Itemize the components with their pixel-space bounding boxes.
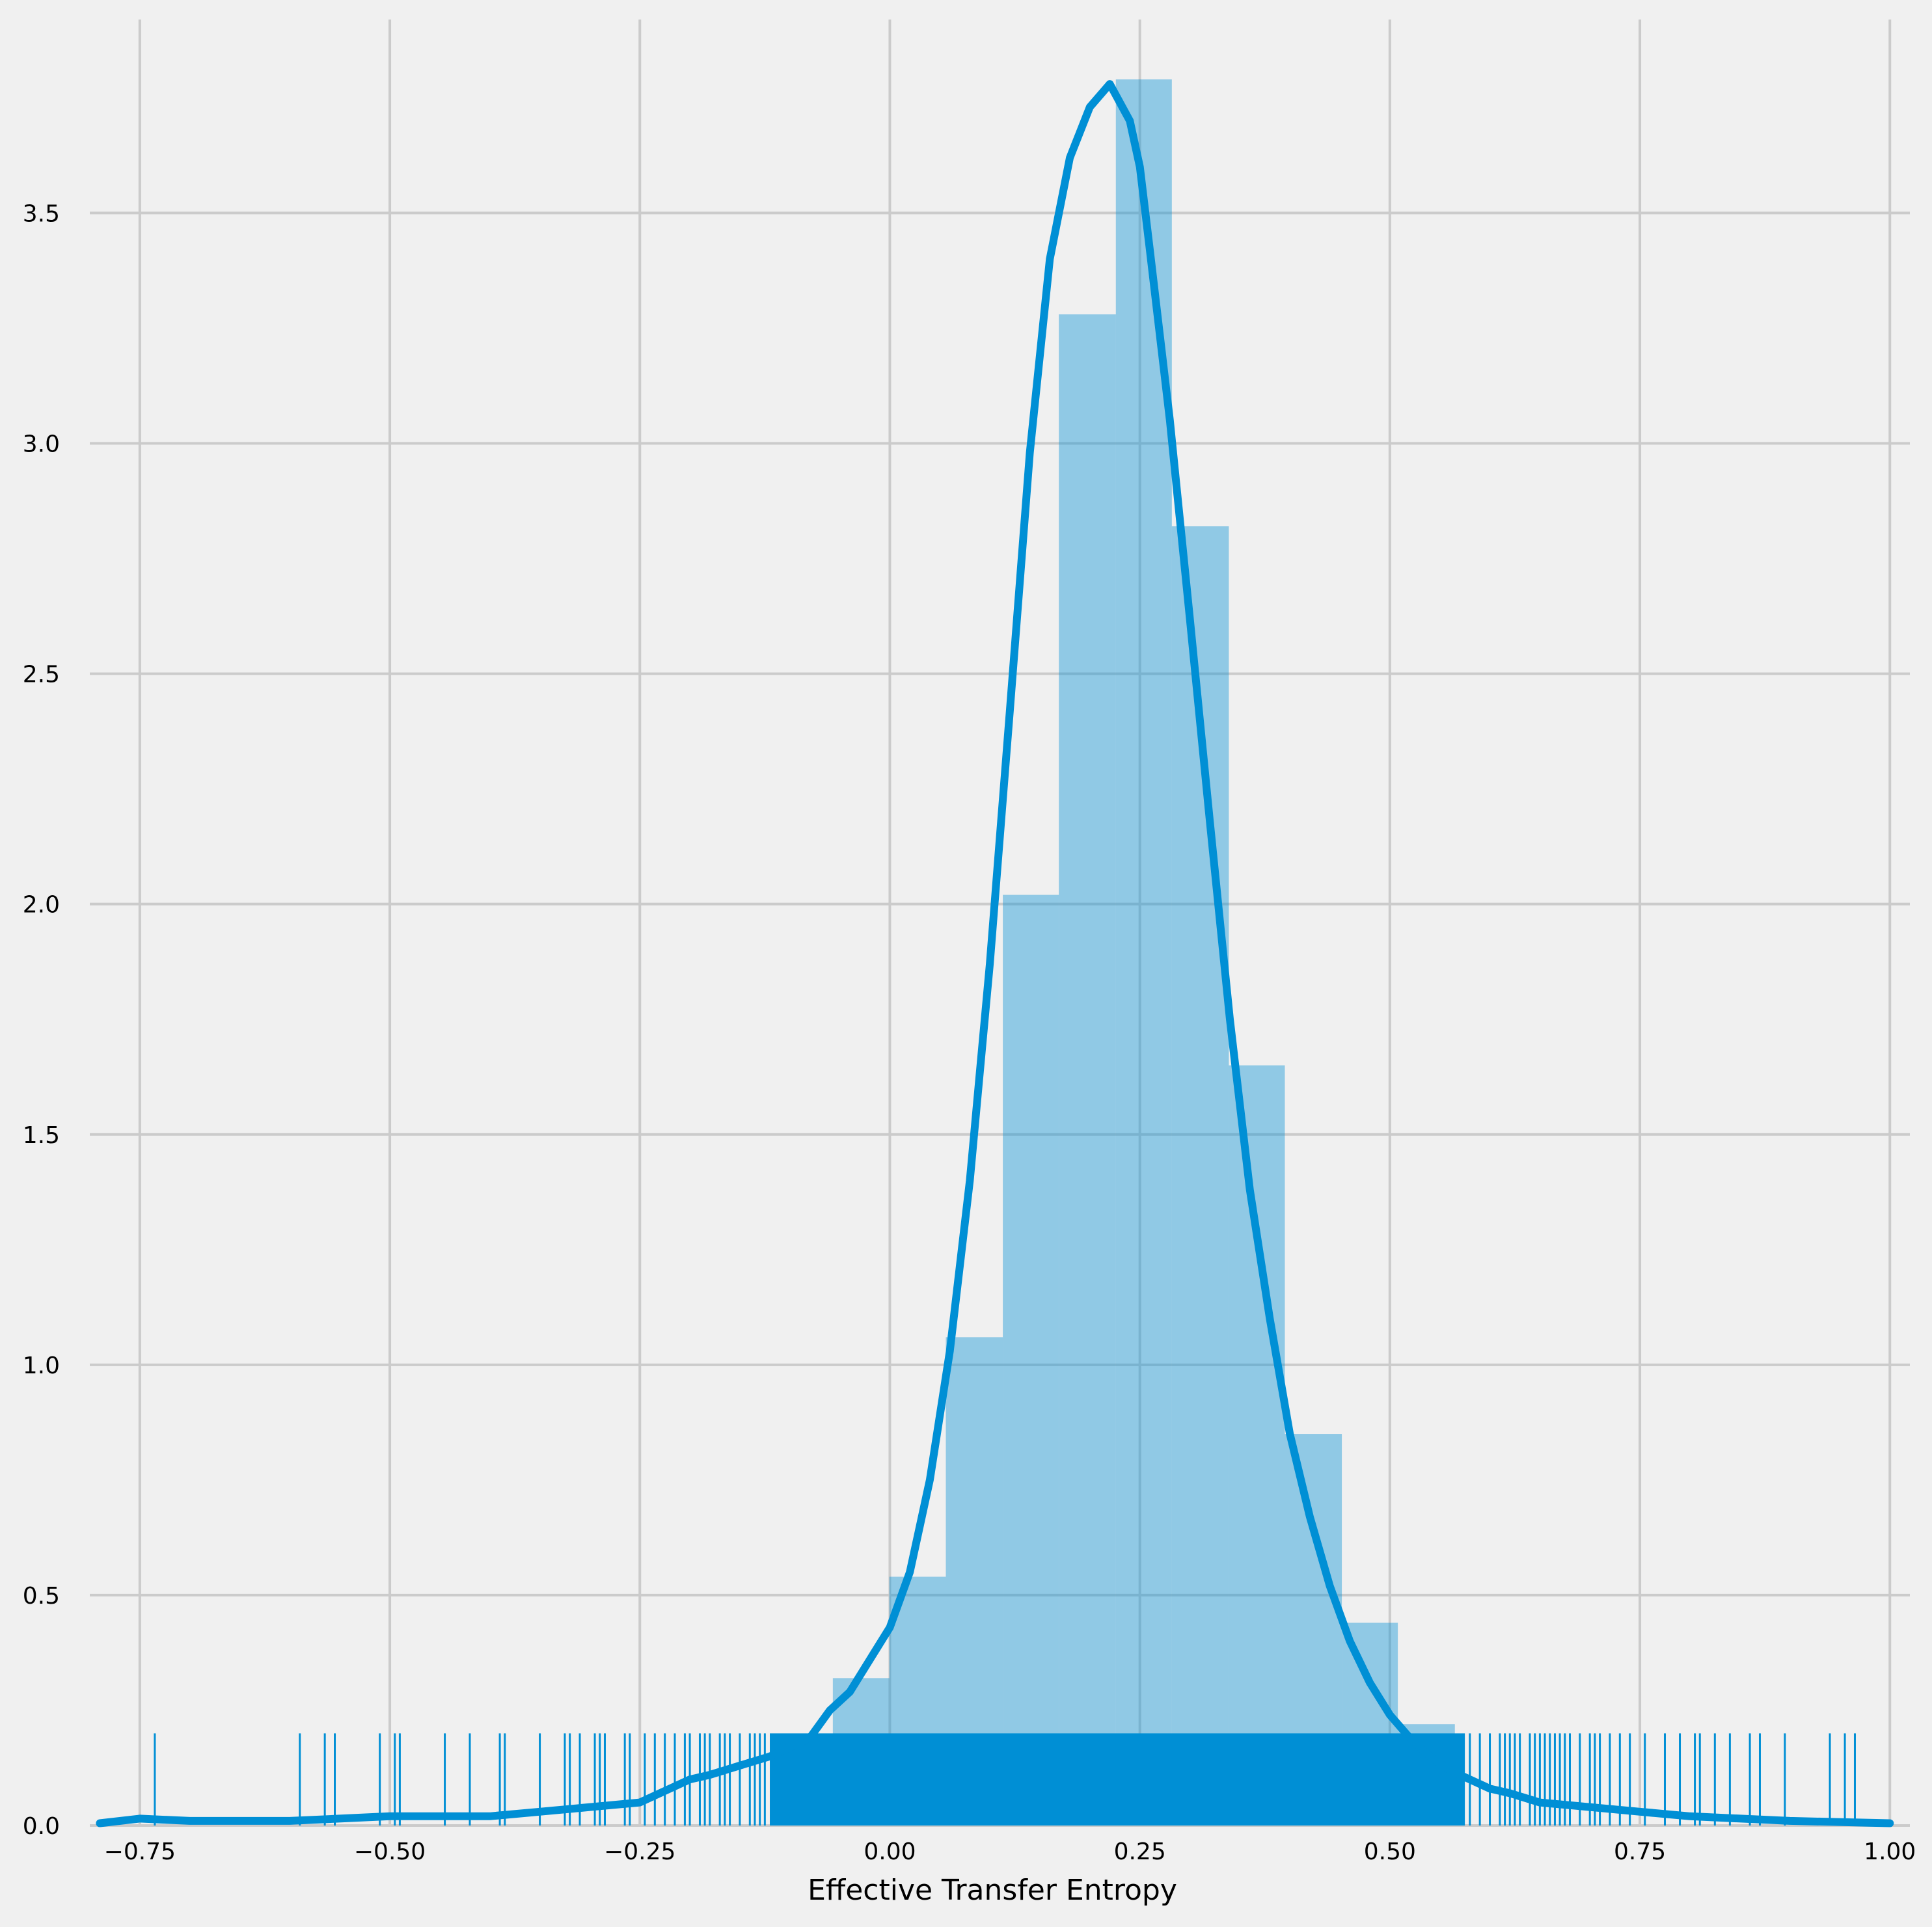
x-axis-label: Effective Transfer Entropy <box>808 1874 1177 1907</box>
kde-line <box>96 80 1894 1827</box>
x-tick-label: 0.50 <box>1364 1839 1416 1865</box>
y-tick-label: 0.0 <box>23 1813 60 1840</box>
x-tick-label: −0.75 <box>104 1839 176 1865</box>
y-tick-label: 2.0 <box>23 892 60 919</box>
y-tick-label: 3.0 <box>23 431 60 458</box>
x-tick-labels: −0.75 −0.50 −0.25 0.00 0.25 0.50 0.75 1.00 <box>104 1839 1916 1865</box>
y-tick-label: 0.5 <box>23 1583 60 1610</box>
x-tick-label: 0.00 <box>864 1839 916 1865</box>
y-tick-label: 3.5 <box>23 200 60 227</box>
grid-lines <box>90 20 1910 1827</box>
x-tick-label: 0.75 <box>1614 1839 1666 1865</box>
rug-dense-block <box>770 1733 1465 1826</box>
y-tick-label: 1.0 <box>23 1353 60 1379</box>
histogram-bar <box>1003 895 1059 1826</box>
x-tick-label: 0.25 <box>1114 1839 1166 1865</box>
histogram-bar <box>1059 314 1116 1826</box>
x-tick-label: −0.50 <box>354 1839 426 1865</box>
histogram-bar <box>1229 1065 1285 1826</box>
kde-curve <box>96 80 1894 1827</box>
x-tick-label: 1.00 <box>1864 1839 1916 1865</box>
rug-ticks <box>154 1733 1856 1826</box>
x-tick-label: −0.25 <box>604 1839 675 1865</box>
y-tick-labels: 0.0 0.5 1.0 1.5 2.0 2.5 3.0 3.5 <box>23 200 60 1840</box>
y-tick-label: 2.5 <box>23 662 60 688</box>
y-tick-label: 1.5 <box>23 1122 60 1149</box>
